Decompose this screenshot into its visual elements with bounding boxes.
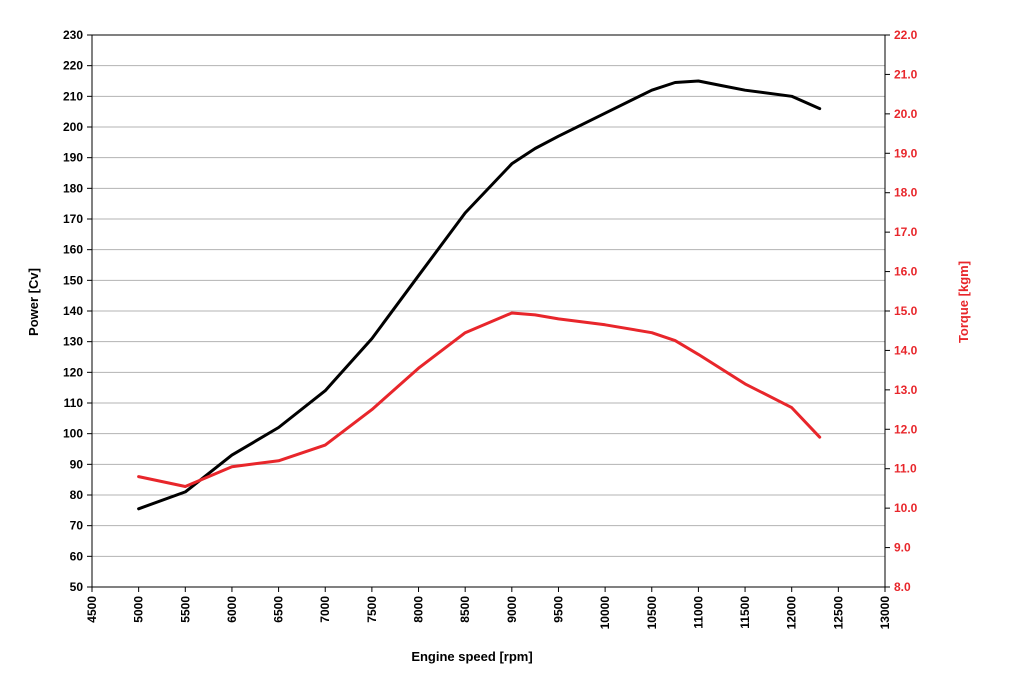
left-tick-label: 100 xyxy=(63,427,83,441)
left-tick-label: 130 xyxy=(63,335,83,349)
left-tick-label: 170 xyxy=(63,212,83,226)
x-tick-label: 6000 xyxy=(225,596,239,623)
x-tick-label: 12000 xyxy=(785,596,799,630)
right-tick-label: 9.0 xyxy=(894,541,911,555)
right-tick-label: 16.0 xyxy=(894,265,918,279)
x-tick-label: 7500 xyxy=(365,596,379,623)
x-tick-label: 6500 xyxy=(272,596,286,623)
right-tick-label: 19.0 xyxy=(894,146,918,160)
left-tick-label: 70 xyxy=(70,519,84,533)
plot-frame xyxy=(91,34,886,588)
left-tick-label: 220 xyxy=(63,59,83,73)
x-tick-label: 8000 xyxy=(412,596,426,623)
left-tick-label: 200 xyxy=(63,120,83,134)
left-tick-label: 50 xyxy=(70,580,84,594)
x-tick-label: 8500 xyxy=(458,596,472,623)
x-tick-label: 7000 xyxy=(318,596,332,623)
x-tick-label: 11000 xyxy=(691,596,705,629)
left-tick-label: 180 xyxy=(63,181,83,195)
x-tick-label: 12500 xyxy=(831,596,845,630)
right-tick-label: 12.0 xyxy=(894,422,918,436)
left-tick-label: 90 xyxy=(70,457,84,471)
power-series-line xyxy=(137,79,822,511)
left-axis-title: Power [Cv] xyxy=(26,268,41,336)
right-axis-title: Torque [kgm] xyxy=(956,261,971,343)
right-tick-label: 14.0 xyxy=(894,343,918,357)
x-tick-label: 9500 xyxy=(551,596,565,623)
grid-layer xyxy=(92,65,885,557)
left-tick-label: 120 xyxy=(63,365,83,379)
right-tick-label: 18.0 xyxy=(894,186,918,200)
left-tick-label: 80 xyxy=(70,488,84,502)
right-tick-label: 8.0 xyxy=(894,580,911,594)
left-tick-label: 230 xyxy=(63,28,83,42)
x-tick-label: 5500 xyxy=(178,596,192,623)
x-tick-label: 10500 xyxy=(645,596,659,630)
x-axis-title: Engine speed [rpm] xyxy=(411,649,532,664)
right-tick-label: 21.0 xyxy=(894,67,918,81)
x-tick-label: 5000 xyxy=(132,596,146,623)
right-tick-label: 10.0 xyxy=(894,501,918,515)
right-tick-label: 15.0 xyxy=(894,304,918,318)
right-tick-label: 11.0 xyxy=(894,462,917,476)
x-tick-label: 10000 xyxy=(598,596,612,630)
left-tick-label: 150 xyxy=(63,273,83,287)
series-layer xyxy=(137,79,822,511)
left-tick-label: 110 xyxy=(64,396,84,410)
right-tick-label: 17.0 xyxy=(894,225,918,239)
x-tick-label: 4500 xyxy=(85,596,99,623)
left-tick-label: 210 xyxy=(63,89,83,103)
right-tick-label: 20.0 xyxy=(894,107,918,121)
right-tick-label: 13.0 xyxy=(894,383,918,397)
left-tick-label: 140 xyxy=(63,304,83,318)
axes-layer xyxy=(87,34,890,592)
torque-series-line xyxy=(137,311,822,488)
x-tick-label: 13000 xyxy=(878,596,892,630)
ticks-layer: 50 60 70 80 90 100 110 120 130 140 150 160 170 180 190… xyxy=(63,28,918,629)
x-tick-label: 11500 xyxy=(738,596,752,629)
x-tick-label: 9000 xyxy=(505,596,519,623)
left-tick-label: 190 xyxy=(63,151,83,165)
left-tick-label: 60 xyxy=(70,549,84,563)
left-tick-label: 160 xyxy=(63,243,83,257)
right-tick-label: 22.0 xyxy=(894,28,918,42)
